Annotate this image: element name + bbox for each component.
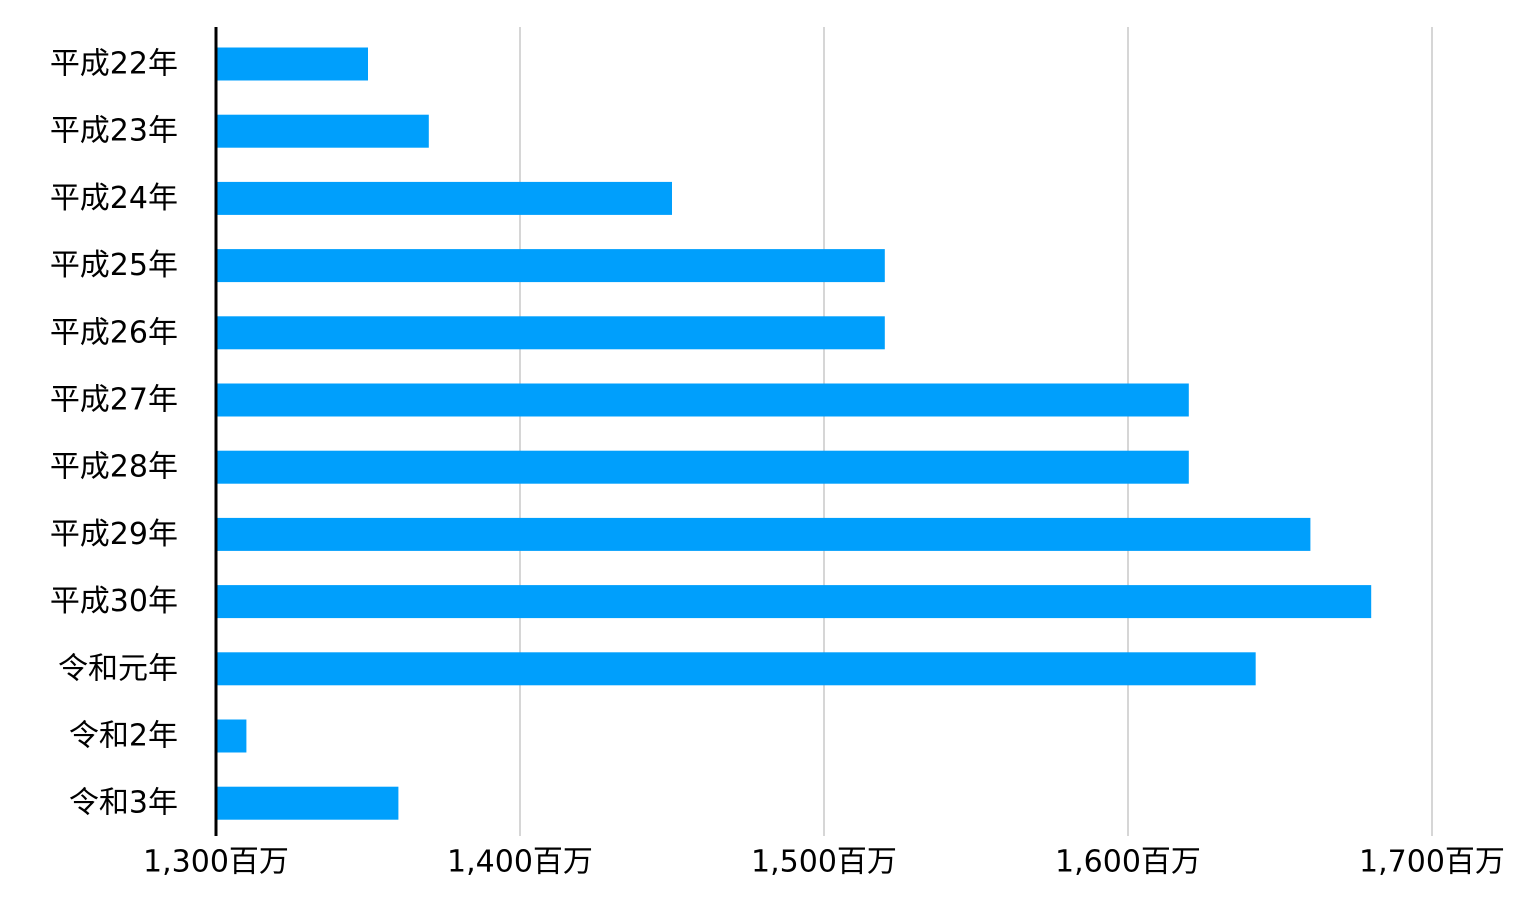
bar	[216, 47, 368, 81]
x-tick-label: 1,500百万	[751, 845, 897, 880]
category-label: 令和2年	[69, 719, 178, 754]
bar	[216, 585, 1372, 619]
bar	[216, 316, 885, 350]
category-label: 令和元年	[58, 651, 178, 686]
bar	[216, 114, 429, 148]
category-label: 平成25年	[50, 248, 178, 283]
category-label: 平成24年	[50, 181, 178, 216]
bar	[216, 719, 247, 753]
bar-layer	[216, 47, 1372, 820]
bar	[216, 450, 1189, 484]
category-label: 令和3年	[69, 786, 178, 821]
x-tick-label: 1,400百万	[447, 845, 593, 880]
category-label: 平成26年	[50, 315, 178, 350]
bar	[216, 652, 1256, 686]
x-tick-label: 1,600百万	[1055, 845, 1201, 880]
bar	[216, 517, 1311, 551]
category-label: 平成23年	[50, 114, 178, 149]
grid-layer	[519, 27, 1433, 836]
category-label: 平成27年	[50, 383, 178, 418]
x-tick-label: 1,300百万	[143, 845, 289, 880]
bar	[216, 181, 672, 215]
category-label: 平成28年	[50, 450, 178, 485]
bar	[216, 786, 399, 820]
category-labels: 平成22年平成23年平成24年平成25年平成26年平成27年平成28年平成29年…	[50, 47, 178, 821]
bar	[216, 383, 1189, 417]
category-label: 平成22年	[50, 47, 178, 82]
category-label: 平成30年	[50, 584, 178, 619]
bar	[216, 249, 885, 283]
x-tick-label: 1,700百万	[1359, 845, 1505, 880]
x-tick-labels: 1,300百万 1,400百万 1,500百万 1,600百万 1,700百万	[143, 845, 1505, 880]
category-label: 平成29年	[50, 517, 178, 552]
